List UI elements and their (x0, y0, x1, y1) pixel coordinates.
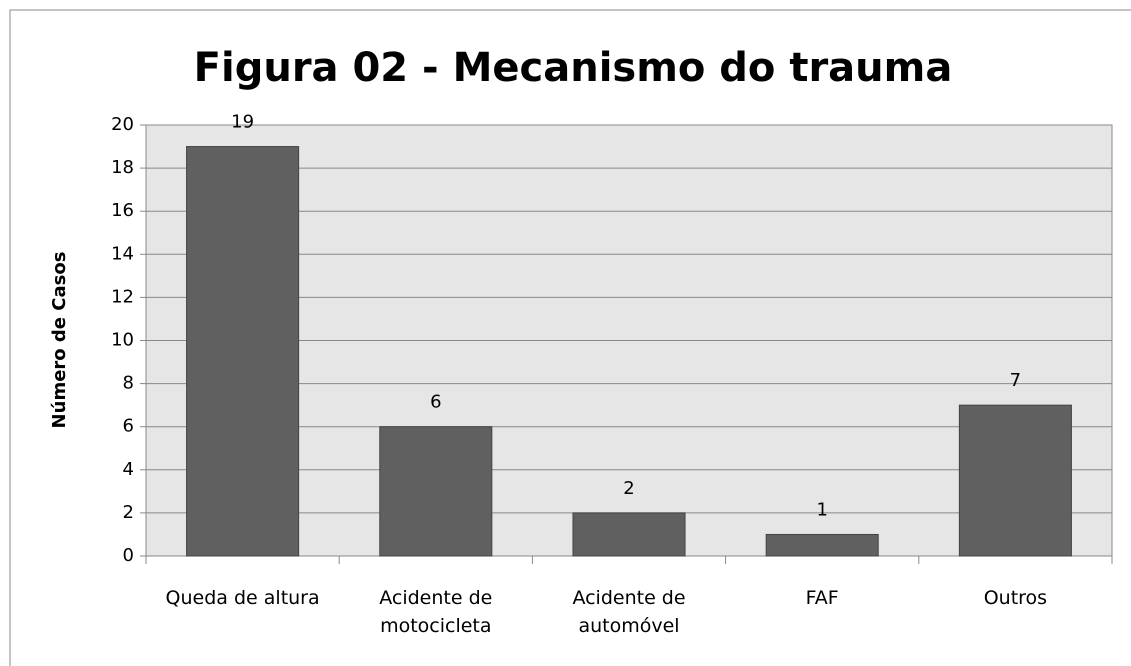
data-label: 7 (1010, 370, 1021, 391)
x-tick-label: FAF (805, 587, 839, 609)
y-tick-label: 2 (123, 502, 134, 523)
y-tick-label: 4 (123, 459, 134, 480)
x-tick-label: Acidente de motocicleta (379, 587, 493, 637)
y-tick-label: 20 (111, 114, 134, 135)
bar (572, 512, 686, 557)
bar (186, 146, 300, 557)
data-label: 2 (623, 478, 634, 499)
x-tick-label: Acidente de automóvel (572, 587, 686, 637)
bar (958, 404, 1072, 557)
bar (379, 426, 493, 557)
y-tick-label: 16 (111, 200, 134, 221)
y-tick-label: 18 (111, 157, 134, 178)
data-label: 6 (430, 392, 441, 413)
y-tick-label: 14 (111, 243, 134, 264)
y-tick-label: 0 (123, 545, 134, 566)
data-label: 19 (231, 112, 254, 133)
x-tick-label: Queda de altura (165, 587, 320, 609)
y-tick-label: 10 (111, 330, 134, 351)
y-tick-label: 12 (111, 286, 134, 307)
y-tick-label: 8 (123, 373, 134, 394)
bar (765, 533, 879, 557)
y-axis-label: Número de Casos (49, 252, 70, 429)
x-tick-label: Outros (983, 587, 1048, 609)
data-label: 1 (816, 499, 827, 520)
chart-title: Figura 02 - Mecanismo do trauma (194, 45, 953, 91)
y-tick-label: 6 (123, 416, 134, 437)
